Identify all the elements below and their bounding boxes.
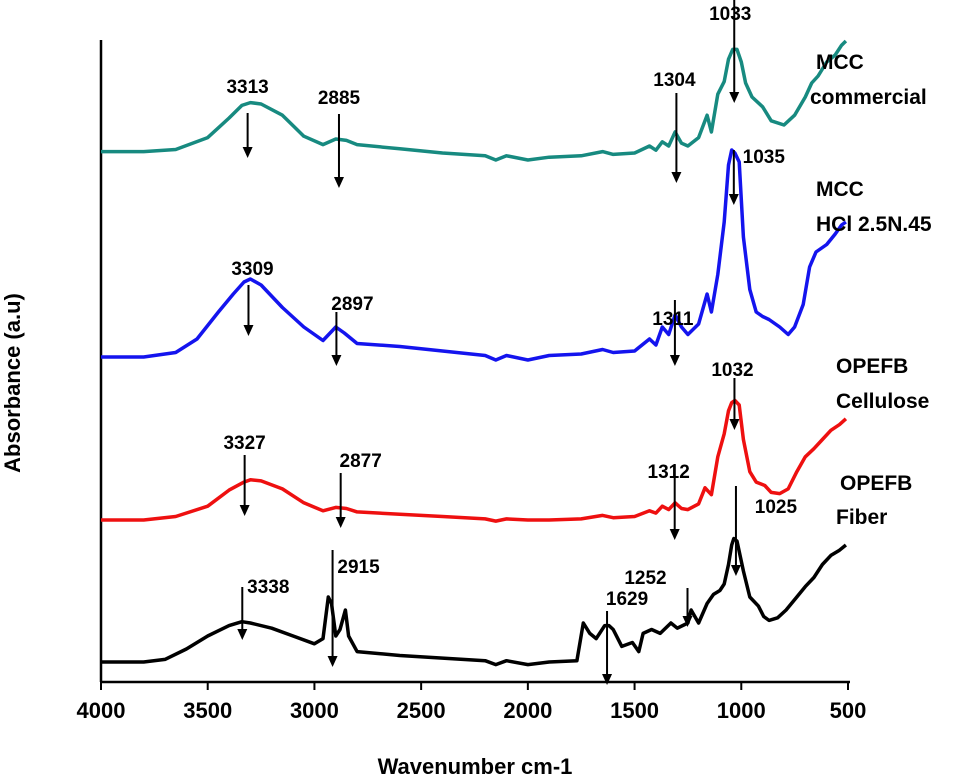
peak-arrow-head	[729, 419, 740, 430]
peak-annotation: 1033	[709, 0, 751, 103]
x-tick-label: 1000	[717, 698, 766, 723]
series-label: commercial	[810, 86, 927, 109]
peak-arrow-head	[331, 355, 342, 366]
peak-label: 1312	[648, 462, 690, 483]
peak-annotation: 1312	[648, 462, 690, 540]
axes	[99, 40, 850, 684]
peak-label: 2877	[340, 451, 382, 472]
peak-annotation: 2897	[331, 294, 374, 366]
peak-label: 1629	[606, 589, 648, 610]
peak-annotation: 3309	[231, 259, 274, 336]
peak-label: 3313	[226, 77, 268, 98]
series-labels: MCC commercial MCC HCl 2.5N.45 OPEFB Cellulos…	[810, 51, 932, 529]
series-label: OPEFB	[836, 355, 908, 378]
series-label: OPEFB	[840, 472, 912, 495]
peak-annotation: 2885	[318, 88, 361, 188]
peak-arrow-head	[729, 92, 740, 103]
peak-arrow-head	[682, 616, 693, 627]
series-line	[101, 398, 848, 523]
peak-arrow-head	[239, 505, 250, 516]
series-label: HCl 2.5N.45	[816, 213, 932, 236]
series-label: MCC	[816, 51, 864, 74]
peak-arrow-head	[671, 172, 682, 183]
peak-label: 3309	[231, 259, 273, 280]
x-tick-label: 2500	[397, 698, 446, 723]
peak-label: 2885	[318, 88, 361, 109]
peak-annotation: 2915	[327, 550, 380, 667]
peak-label: 1035	[743, 147, 786, 168]
peak-arrow-head	[327, 656, 338, 667]
x-ticks: 4000 3500 3000 2500 2000 1500 1000 500	[77, 682, 867, 723]
peak-label: 2915	[337, 557, 380, 578]
peak-label: 1033	[709, 4, 751, 25]
peak-arrow-head	[333, 177, 344, 188]
peak-annotations: 3313 2885 1304 1033 3309 2897 1311 1035 3327 2877…	[223, 0, 798, 685]
peak-label: 1311	[652, 309, 694, 330]
peak-annotation: 3313	[226, 77, 269, 158]
peak-arrow-head	[730, 565, 741, 576]
series-label: Fiber	[836, 506, 887, 529]
peak-label: 1025	[755, 497, 798, 518]
series-line	[101, 536, 848, 667]
peak-arrow-head	[602, 674, 613, 685]
peak-label: 3327	[223, 433, 265, 454]
x-tick-label: 500	[830, 698, 867, 723]
peak-annotation: 1629	[602, 589, 648, 685]
peak-annotation: 1311	[652, 300, 694, 366]
series-line	[101, 39, 848, 162]
series-label: Cellulose	[836, 390, 929, 413]
peak-label: 1252	[624, 568, 666, 589]
x-tick-label: 3500	[183, 698, 232, 723]
x-tick-label: 2000	[503, 698, 552, 723]
peak-arrow-head	[335, 517, 346, 528]
x-tick-label: 1500	[610, 698, 659, 723]
peak-annotation: 1252	[624, 568, 693, 627]
peak-arrow-head	[669, 355, 680, 366]
peak-arrow-head	[242, 147, 253, 158]
peak-annotation: 1025	[730, 486, 798, 576]
x-tick-label: 4000	[77, 698, 126, 723]
peak-label: 2897	[331, 294, 373, 315]
series-label: MCC	[816, 178, 864, 201]
peak-annotation: 1035	[728, 147, 786, 205]
peak-label: 1304	[653, 70, 696, 91]
peak-label: 3338	[247, 577, 289, 598]
series-line	[101, 148, 847, 362]
peak-annotation: 3327	[223, 433, 266, 516]
peak-arrow-head	[728, 194, 739, 205]
peak-annotation: 3338	[237, 577, 289, 640]
peak-annotation: 1304	[653, 70, 696, 183]
peak-arrow-head	[243, 325, 254, 336]
series-lines	[101, 39, 848, 667]
peak-arrow-head	[237, 629, 248, 640]
peak-annotation: 1032	[711, 360, 754, 430]
peak-arrow-head	[669, 529, 680, 540]
y-axis-title: Absorbance (a.u)	[0, 293, 25, 473]
x-axis-title: Wavenumber cm-1	[378, 754, 573, 779]
x-tick-label: 3000	[290, 698, 339, 723]
peak-label: 1032	[711, 360, 753, 381]
peak-annotation: 2877	[335, 451, 382, 528]
